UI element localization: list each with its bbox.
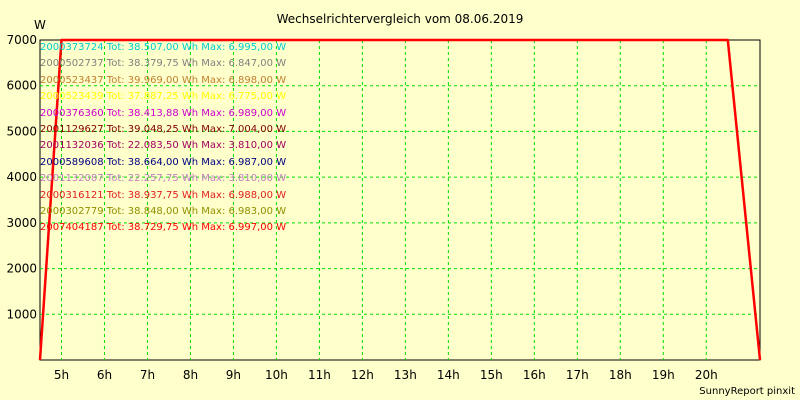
chart-title: Wechselrichtervergleich vom 08.06.2019 bbox=[277, 12, 524, 26]
y-tick-label: 3000 bbox=[6, 216, 37, 230]
x-tick-label: 10h bbox=[265, 368, 288, 382]
legend-entry: 2000376360 Tot: 38.413,88 Wh Max: 6.989,… bbox=[40, 107, 287, 119]
x-tick-label: 19h bbox=[652, 368, 675, 382]
footer-credit: SunnyReport pinxit bbox=[699, 386, 795, 397]
x-tick-label: 7h bbox=[140, 368, 155, 382]
x-tick-label: 17h bbox=[566, 368, 589, 382]
grid bbox=[40, 40, 760, 360]
y-tick-label: 5000 bbox=[6, 124, 37, 138]
legend: 2000373724 Tot: 38.507,00 Wh Max: 6.995,… bbox=[40, 40, 286, 237]
y-tick-label: 4000 bbox=[6, 170, 37, 184]
series-lines bbox=[38, 38, 762, 361]
series-line-2007404187 bbox=[38, 38, 762, 361]
x-tick-label: 12h bbox=[351, 368, 374, 382]
y-tick-label: 6000 bbox=[6, 79, 37, 93]
x-tick-label: 8h bbox=[183, 368, 198, 382]
x-tick-label: 14h bbox=[437, 368, 460, 382]
y-axis-label: W bbox=[34, 18, 46, 32]
legend-entry: 2001132036 Tot: 22.083,50 Wh Max: 3.810,… bbox=[40, 140, 287, 152]
x-tick-label: 18h bbox=[609, 368, 632, 382]
legend-entry: 2000523439 Tot: 37.887,25 Wh Max: 6.775,… bbox=[40, 91, 287, 103]
legend-entry: 2000302779 Tot: 38.848,00 Wh Max: 6.983,… bbox=[40, 205, 287, 217]
x-tick-label: 13h bbox=[394, 368, 417, 382]
x-tick-label: 6h bbox=[97, 368, 112, 382]
y-axis-ticks: 1000 2000 3000 4000 5000 6000 7000 bbox=[6, 33, 37, 321]
legend-entry: 2001129627 Tot: 39.048,25 Wh Max: 7.004,… bbox=[40, 123, 287, 135]
x-tick-label: 15h bbox=[480, 368, 503, 382]
x-tick-label: 16h bbox=[523, 368, 546, 382]
x-tick-label: 9h bbox=[226, 368, 241, 382]
legend-entry: 2000523437 Tot: 39.969,00 Wh Max: 6.898,… bbox=[40, 74, 287, 86]
legend-entry: 2007404187 Tot: 38.729,75 Wh Max: 6.997,… bbox=[40, 222, 287, 234]
y-tick-label: 1000 bbox=[6, 307, 37, 321]
legend-entry: 2000589608 Tot: 38.664,00 Wh Max: 6.987,… bbox=[40, 156, 287, 168]
x-axis-ticks: 5h 6h 7h 8h 9h 10h 11h 12h 13h 14h 15h 16h 17h 18h 19h… bbox=[54, 368, 718, 382]
x-tick-label: 20h bbox=[695, 368, 718, 382]
x-tick-label: 11h bbox=[308, 368, 331, 382]
legend-entry: 2001132087 Tot: 22.257,75 Wh Max: 3.810,… bbox=[40, 173, 287, 185]
y-tick-label: 2000 bbox=[6, 262, 37, 276]
legend-entry: 2000316121 Tot: 38.937,75 Wh Max: 6.988,… bbox=[40, 189, 287, 201]
legend-entry: 2000502737 Tot: 38.379,75 Wh Max: 6.847,… bbox=[40, 58, 287, 70]
legend-entry: 2000373724 Tot: 38.507,00 Wh Max: 6.995,… bbox=[40, 42, 287, 53]
x-tick-label: 5h bbox=[54, 368, 69, 382]
y-tick-label: 7000 bbox=[6, 33, 37, 47]
